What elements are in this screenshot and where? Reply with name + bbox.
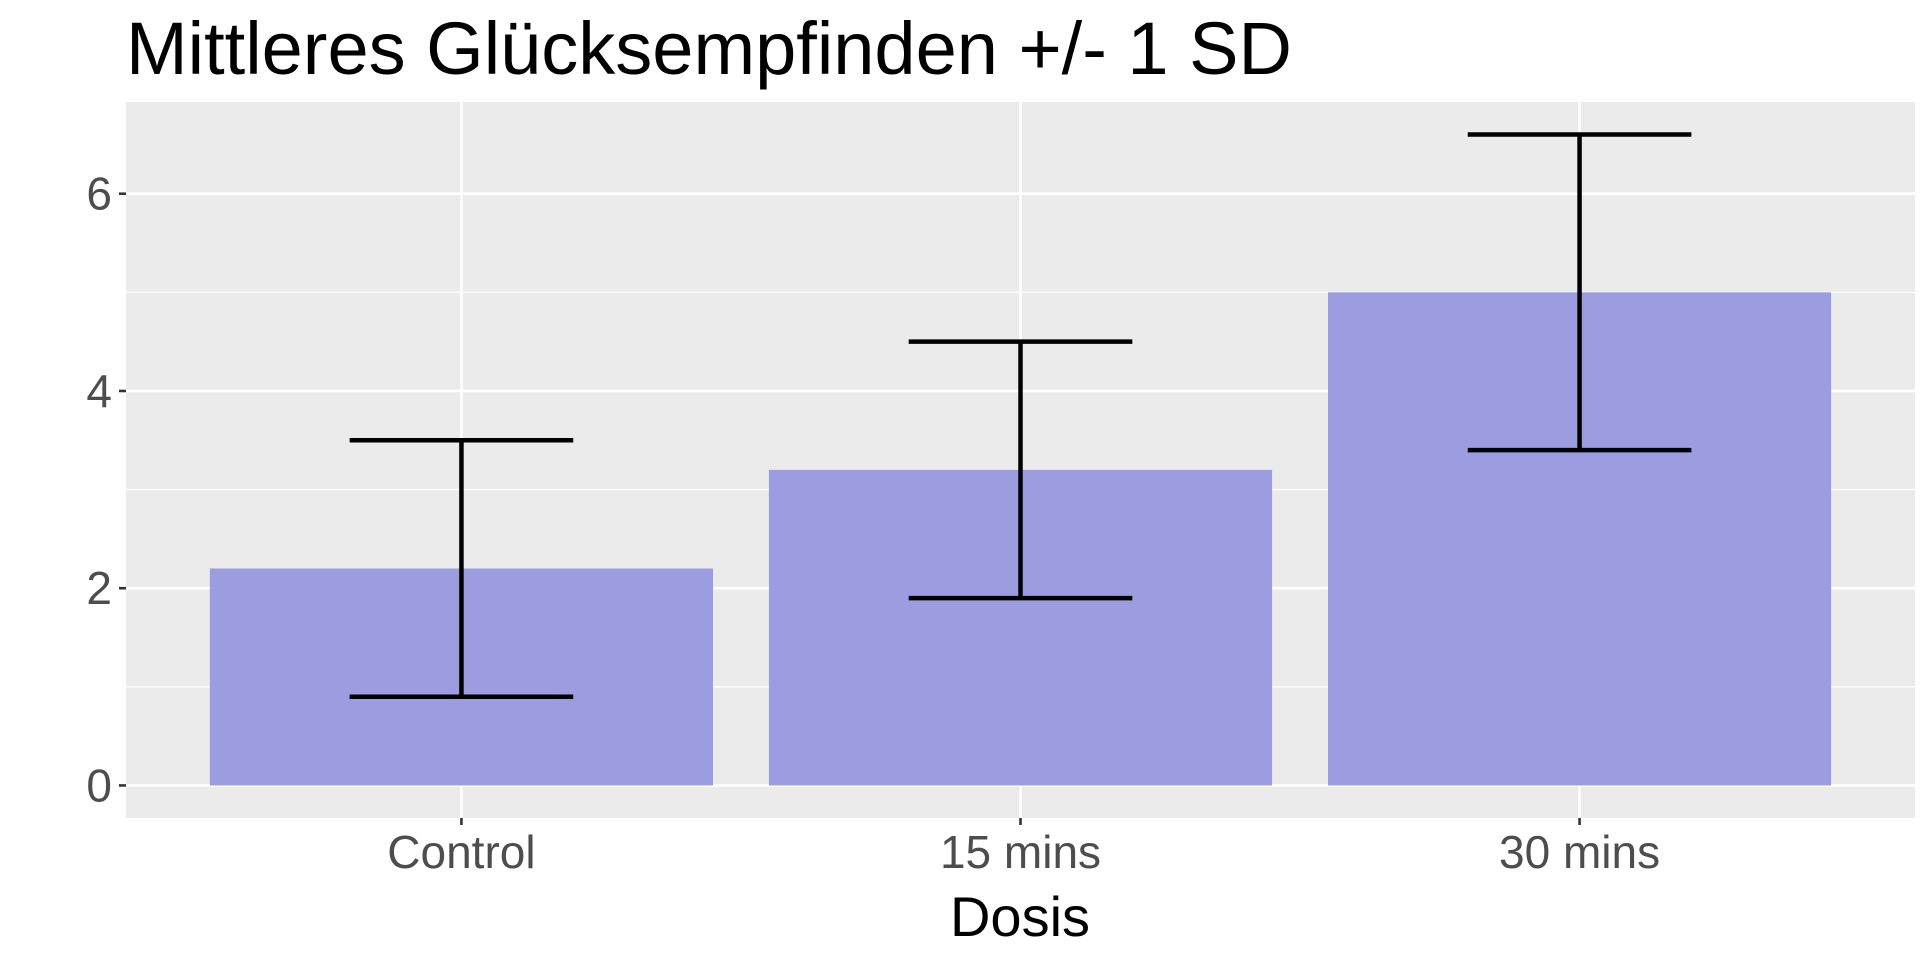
y-tick-label: 6	[86, 168, 112, 220]
y-tick-label: 4	[86, 365, 112, 417]
chart-title: Mittleres Glücksempfinden +/- 1 SD	[126, 7, 1292, 90]
x-tick-label: Control	[387, 826, 535, 878]
x-tick-label: 30 mins	[1499, 826, 1660, 878]
x-axis-label: Dosis	[950, 885, 1090, 948]
y-tick-label: 2	[86, 562, 112, 614]
y-tick-label: 0	[86, 759, 112, 811]
x-tick-label: 15 mins	[940, 826, 1101, 878]
